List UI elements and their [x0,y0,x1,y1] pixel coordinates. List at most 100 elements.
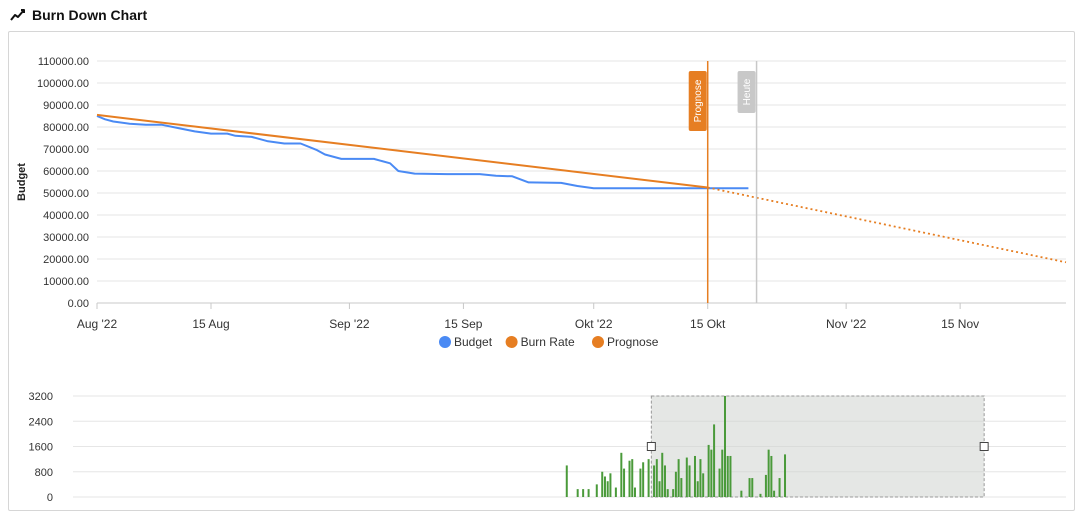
nav-bar [784,454,787,497]
x-tick-label: 15 Sep [444,317,482,331]
nav-bar [639,468,642,497]
nav-bar [726,455,729,497]
y-tick-label: 40000.00 [43,210,89,222]
x-tick-label: Nov '22 [826,317,867,331]
nav-bar [729,455,732,497]
nav-bar [674,471,677,497]
nav-bar [759,493,762,497]
x-tick-label: 15 Nov [941,317,979,331]
nav-bar [642,462,645,497]
nav-bar [658,481,661,497]
x-tick-label: 15 Aug [192,317,229,331]
y-tick-label: 60000.00 [43,166,89,178]
nav-y-tick-label: 3200 [29,391,53,403]
nav-bar [606,481,609,497]
marker-flag-heute [737,71,756,113]
nav-bar [647,459,650,497]
y-tick-label: 70000.00 [43,144,89,156]
nav-bar [751,478,754,497]
nav-bar [631,459,634,497]
series-line-budget [96,115,749,190]
nav-y-tick-label: 800 [35,467,53,479]
nav-bar [628,460,631,497]
navigator-chart[interactable]: 0800160024003200Jan '22Feb '22Mar '22Apr… [9,362,1074,512]
nav-bar [770,455,773,497]
legend-label: Budget [454,335,493,349]
nav-bar [614,487,617,497]
nav-bar [696,481,699,497]
nav-bar [713,424,716,497]
nav-bar [666,489,669,497]
nav-bar [603,476,606,497]
nav-bar [773,490,776,497]
nav-bar [633,487,636,497]
nav-bar [595,484,598,497]
x-tick-label: Aug '22 [77,317,118,331]
series-line-burn-rate [96,113,708,189]
y-axis-label: Budget [16,163,28,201]
nav-bar [699,459,702,497]
navigator-selection[interactable] [650,395,985,498]
nav-bar [672,489,675,497]
nav-bar [620,452,623,497]
y-tick-label: 0.00 [68,298,89,310]
nav-bar [707,444,710,497]
marker-label-prognose: Prognose [693,79,704,122]
nav-bar [702,473,705,497]
nav-bar [601,471,604,497]
nav-bar [609,473,612,497]
legend-marker [592,336,604,348]
nav-bar [721,449,724,497]
nav-bar [623,468,626,497]
y-tick-label: 20000.00 [43,254,89,266]
nav-bar [767,449,770,497]
nav-bar [778,478,781,497]
navigator-handle-right[interactable] [979,442,989,451]
y-tick-label: 80000.00 [43,122,89,134]
nav-bar [693,455,696,497]
x-tick-label: Okt '22 [575,317,613,331]
nav-bar [688,465,691,497]
nav-bar [565,465,568,497]
y-tick-label: 50000.00 [43,188,89,200]
y-tick-label: 10000.00 [43,276,89,288]
legend-marker [439,336,451,348]
legend-label: Burn Rate [521,335,575,349]
nav-bar [661,452,664,497]
nav-bar [680,478,683,497]
y-tick-label: 110000.00 [38,56,89,68]
nav-bar [740,490,743,497]
nav-y-tick-label: 0 [47,492,53,504]
series-line-prognose [707,186,1067,264]
navigator-handle-left[interactable] [646,442,656,451]
nav-bar [718,468,721,497]
nav-y-tick-label: 2400 [29,416,53,428]
nav-bar [748,478,751,497]
nav-bar [582,489,585,497]
legend-marker [505,336,518,348]
nav-bar [653,465,656,497]
chart-header: Burn Down Chart [10,4,147,26]
page-title: Burn Down Chart [32,7,148,23]
y-tick-label: 90000.00 [43,100,89,112]
nav-bar [587,489,590,497]
nav-bar [764,474,767,497]
marker-label-heute: Heute [742,78,753,105]
burn-down-chart: 0.00 10000.00 20000.00 30000.00 40000.00 5000… [16,56,1067,349]
nav-bar [576,489,579,497]
nav-bar [685,457,688,497]
nav-bar [723,396,726,497]
nav-bar [663,465,666,497]
chart-panel: 0.00 10000.00 20000.00 30000.00 40000.00 5000… [8,31,1075,511]
x-tick-label: 15 Okt [690,317,726,331]
y-tick-label: 30000.00 [43,232,89,244]
nav-y-tick-label: 1600 [29,442,53,454]
legend-label: Prognose [607,335,659,349]
y-tick-label: 100000.00 [37,78,89,90]
nav-bar [710,449,713,497]
x-tick-label: Sep '22 [329,317,370,331]
trend-line-icon [10,9,25,21]
nav-bar [677,459,680,497]
marker-flag-prognose [688,71,707,131]
nav-bar [655,459,658,497]
